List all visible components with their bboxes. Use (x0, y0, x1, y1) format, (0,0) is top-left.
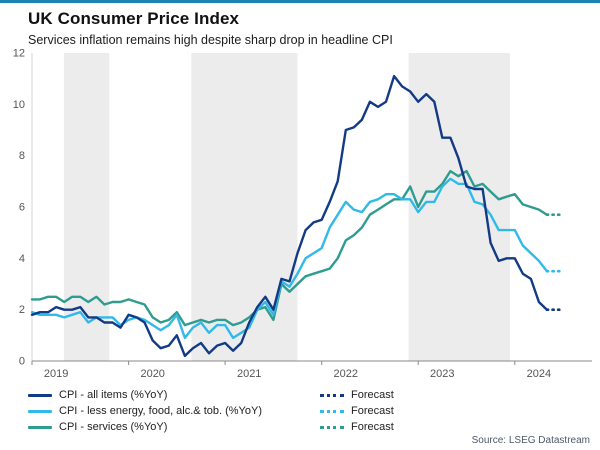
legend-item-forecast-all-items: Forecast (320, 389, 600, 402)
svg-text:12: 12 (13, 48, 25, 60)
legend-item-forecast-services: Forecast (320, 421, 600, 434)
legend-label: CPI - all items (%YoY) (59, 389, 168, 401)
legend-item-cpi-core: CPI - less energy, food, alc.& tob. (%Yo… (28, 405, 320, 418)
svg-text:2024: 2024 (527, 368, 551, 380)
source-credit: Source: LSEG Datastream (471, 435, 590, 446)
svg-text:2020: 2020 (140, 368, 164, 380)
svg-text:2019: 2019 (44, 368, 68, 380)
svg-text:2: 2 (19, 304, 25, 316)
forecast-dotted-swatch (320, 394, 344, 397)
legend-label: Forecast (351, 389, 394, 401)
chart-legend: CPI - all items (%YoY) Forecast CPI - le… (0, 389, 600, 434)
legend-label: Forecast (351, 421, 394, 433)
cpi-core-line-swatch (28, 410, 52, 413)
svg-text:0: 0 (19, 356, 25, 368)
svg-text:8: 8 (19, 150, 25, 162)
svg-text:10: 10 (13, 99, 25, 111)
cpi-line-chart: 0 2 4 6 8 10 12 2019 2020 2021 2022 2023 2024 (13, 48, 592, 380)
forecast-dotted-swatch (320, 426, 344, 429)
legend-item-cpi-all-items: CPI - all items (%YoY) (28, 389, 320, 402)
chart-header: UK Consumer Price Index Services inflati… (0, 3, 600, 47)
page-title: UK Consumer Price Index (28, 9, 240, 28)
legend-label: Forecast (351, 405, 394, 417)
svg-text:6: 6 (19, 202, 25, 214)
legend-item-forecast-core: Forecast (320, 405, 600, 418)
forecast-dotted-swatch (320, 410, 344, 413)
legend-label: CPI - services (%YoY) (59, 421, 168, 433)
cpi-all-items-line-swatch (28, 394, 52, 397)
svg-text:2021: 2021 (237, 368, 261, 380)
cpi-services-line-swatch (28, 426, 52, 429)
legend-label: CPI - less energy, food, alc.& tob. (%Yo… (59, 405, 262, 417)
top-accent-bar (0, 0, 600, 3)
legend-item-cpi-services: CPI - services (%YoY) (28, 421, 320, 434)
svg-text:4: 4 (19, 253, 25, 265)
svg-text:2023: 2023 (430, 368, 454, 380)
svg-text:2022: 2022 (334, 368, 358, 380)
chart-subtitle: Services inflation remains high despite … (28, 33, 393, 47)
